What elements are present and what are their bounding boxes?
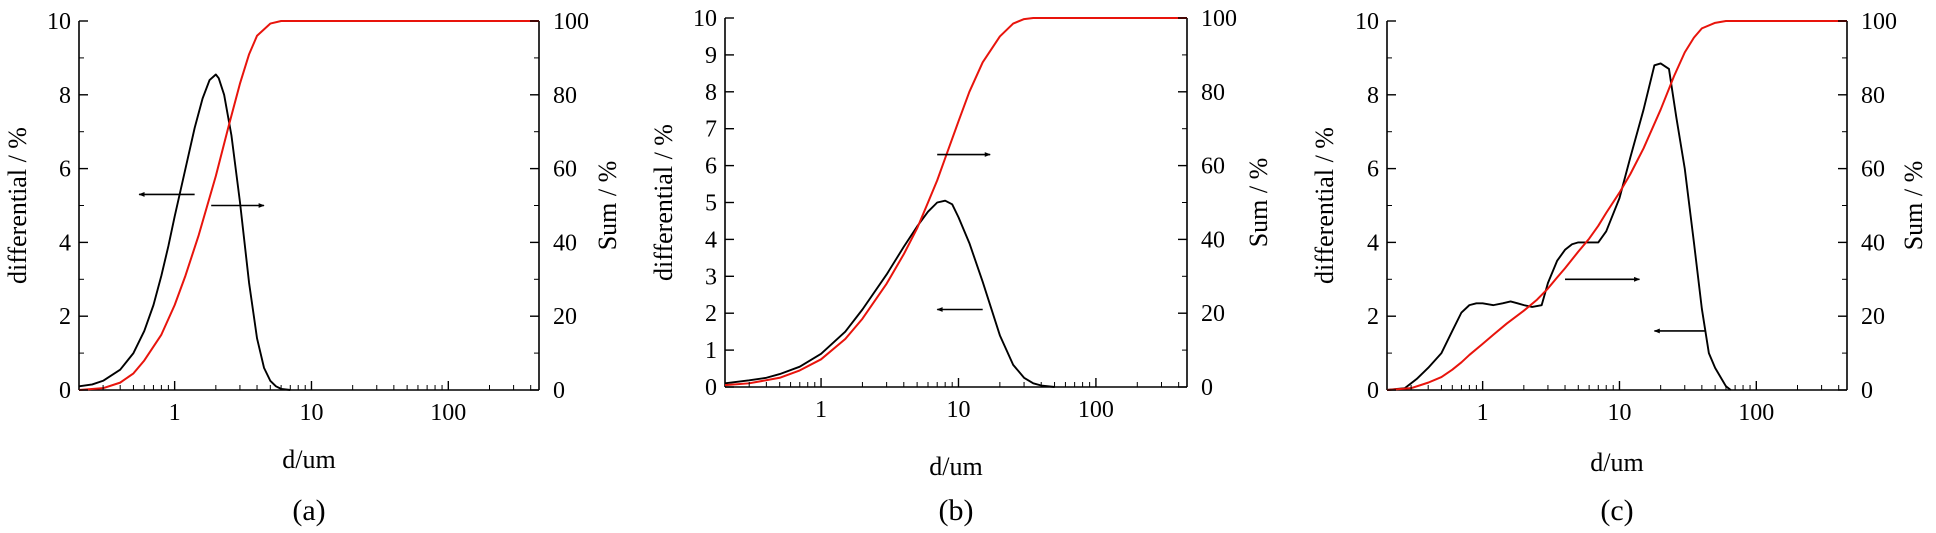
panel-b-right-tick-label: 40	[1201, 227, 1225, 253]
panel-b-x-tick-label: 1	[815, 397, 827, 423]
panel-a-right-tick-label: 40	[553, 230, 577, 256]
panel-a-differential-line	[78, 73, 291, 391]
panel-b-x-axis-title: d/um	[929, 452, 982, 481]
panel-a-right-axis-title: Sum / %	[593, 161, 622, 251]
panel-b-right-tick-label: 60	[1201, 154, 1225, 180]
panel-c-differential-line	[1386, 62, 1732, 391]
panel-b-left-tick-label: 2	[705, 301, 717, 327]
panel-c-right-tick-label: 60	[1861, 157, 1885, 183]
panel-b-right-axis-title: Sum / %	[1244, 158, 1273, 248]
panel-c-left-tick-label: 4	[1367, 230, 1379, 256]
panel-c-right-tick-label: 0	[1861, 378, 1873, 404]
panel-a-x-axis-title: d/um	[282, 445, 335, 474]
panel-a-axes	[78, 21, 540, 391]
panel-b-axes	[724, 18, 1188, 388]
panel-c-annotations	[1565, 276, 1705, 334]
panel-c-left-axis-title: differential / %	[1310, 127, 1339, 284]
panel-c-right-tick-label: 40	[1861, 230, 1885, 256]
panel-b-left-tick-label: 3	[705, 264, 717, 290]
panel-b-left-tick-label: 0	[705, 375, 717, 401]
panel-a-x-tick-label: 10	[299, 400, 323, 426]
panel-c-right-tick-label: 100	[1861, 9, 1897, 35]
panel-c-x-axis-title: d/um	[1590, 448, 1643, 477]
panel-c-x-tick-label: 100	[1738, 400, 1774, 426]
panel-b-differential-line	[724, 199, 1055, 388]
panel-b-x-tick-label: 100	[1078, 397, 1114, 423]
panel-a-right-tick-label: 100	[553, 9, 589, 35]
panel-a-left-tick-label: 8	[59, 83, 71, 109]
panel-b-series	[724, 17, 1187, 388]
panel-b-x-tick-label: 10	[946, 397, 970, 423]
panel-a-label: (a)	[292, 494, 325, 527]
panel-a-left-tick-label: 6	[59, 157, 71, 183]
panel-c-left-tick-label: 2	[1367, 304, 1379, 330]
panel-c-right-tick-label: 20	[1861, 304, 1885, 330]
panel-b-left-axis-title: differential / %	[649, 124, 678, 281]
panel-a-left-tick-label: 2	[59, 304, 71, 330]
panel-c-x-tick-label: 1	[1477, 400, 1489, 426]
panel-b-left-tick-label: 10	[693, 6, 717, 32]
panel-b-sum-line	[724, 17, 1187, 387]
panel-b-left-tick-label: 1	[705, 338, 717, 364]
panel-b-left-tick-label: 9	[705, 43, 717, 69]
panel-b-left-tick-label: 4	[705, 227, 717, 253]
panel-b-label: (b)	[939, 494, 974, 527]
panel-a-sum-line	[78, 20, 539, 391]
panel-b-left-tick-label: 8	[705, 80, 717, 106]
panel-a-right-tick-label: 0	[553, 378, 565, 404]
panel-a-left-axis-title: differential / %	[3, 127, 32, 284]
panel-a-right-tick-label: 20	[553, 304, 577, 330]
panel-a-left-tick-label: 10	[47, 9, 71, 35]
panel-c-sum-line	[1386, 20, 1847, 391]
panel-b-left-tick-label: 5	[705, 191, 717, 217]
panel-c-left-tick-label: 0	[1367, 378, 1379, 404]
panel-a-x-tick-label: 1	[169, 400, 181, 426]
panel-a-left-tick-label: 0	[59, 378, 71, 404]
panel-a-annotations	[138, 192, 265, 208]
panel-c-left-tick-label: 8	[1367, 83, 1379, 109]
panel-b-right-tick-label: 80	[1201, 80, 1225, 106]
panel-c-label: (c)	[1600, 494, 1633, 527]
panel-b-left-tick-label: 7	[705, 117, 717, 143]
panel-b-right-tick-label: 20	[1201, 301, 1225, 327]
panel-c-left-tick-label: 10	[1355, 9, 1379, 35]
panel-c-right-tick-label: 80	[1861, 83, 1885, 109]
panel-a-series	[78, 20, 539, 391]
panel-b-right-tick-label: 0	[1201, 375, 1213, 401]
panel-b-left-tick-label: 6	[705, 154, 717, 180]
panel-b-right-tick-label: 100	[1201, 6, 1237, 32]
panel-b-annotations	[936, 152, 991, 312]
panel-a-x-tick-label: 100	[430, 400, 466, 426]
panel-c-series	[1386, 20, 1847, 391]
panel-c-right-axis-title: Sum / %	[1899, 161, 1928, 251]
panel-c-left-tick-label: 6	[1367, 157, 1379, 183]
panel-a-right-tick-label: 60	[553, 157, 577, 183]
panel-a-right-tick-label: 80	[553, 83, 577, 109]
panel-a-left-tick-label: 4	[59, 230, 71, 256]
panel-c-x-tick-label: 10	[1607, 400, 1631, 426]
